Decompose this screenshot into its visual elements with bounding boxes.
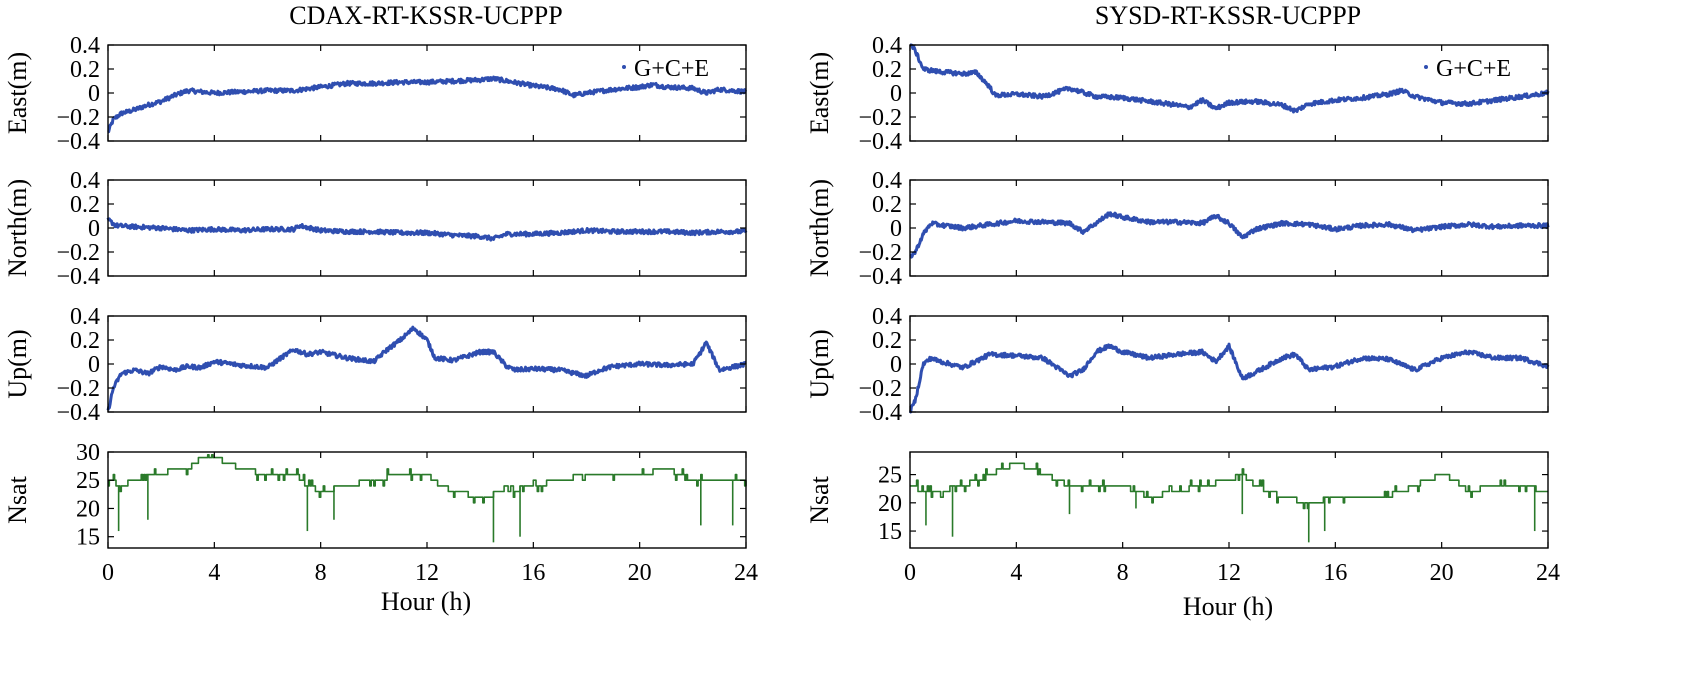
y-tick-label: 25 — [76, 468, 100, 494]
y-tick-label: −0.2 — [858, 105, 902, 131]
legend-label: G+C+E — [1436, 56, 1511, 82]
right-x-axis-label: Hour (h) — [1183, 592, 1273, 621]
series-line — [106, 325, 747, 411]
series-line — [910, 462, 1548, 510]
y-tick-label: 0.4 — [872, 304, 902, 330]
series-line — [909, 43, 1550, 114]
x-tick-label: 16 — [521, 560, 545, 586]
panel-sysd-north: 0.40.20−0.2−0.4 North(m) — [805, 168, 1550, 290]
x-tick-label: 24 — [1536, 560, 1560, 586]
y-tick-label: 25 — [878, 463, 902, 489]
y-tick-label: 0.2 — [872, 192, 902, 218]
y-axis-label: Up(m) — [3, 329, 32, 398]
series-line — [909, 211, 1550, 259]
y-tick-label: −0.4 — [56, 264, 100, 290]
y-tick-label: −0.2 — [858, 376, 902, 402]
y-axis-label: Nsat — [3, 475, 32, 523]
x-tick-label: 20 — [628, 560, 652, 586]
y-tick-label: 15 — [878, 519, 902, 545]
y-axis-label: Up(m) — [805, 329, 834, 398]
y-tick-label: −0.2 — [56, 240, 100, 266]
panel-cdax-north: 0.40.20−0.2−0.4 North(m) — [3, 168, 748, 290]
y-tick-label: −0.4 — [858, 400, 902, 426]
x-tick-label: 8 — [315, 560, 327, 586]
series-line — [108, 454, 747, 504]
y-tick-label: −0.4 — [56, 129, 100, 155]
panel-sysd-up: 0.40.20−0.2−0.4 Up(m) — [805, 304, 1550, 426]
series-line — [908, 342, 1550, 414]
y-tick-label: 0 — [88, 81, 100, 107]
axes-frame — [909, 451, 1549, 549]
y-tick-label: −0.4 — [56, 400, 100, 426]
y-tick-label: −0.4 — [858, 129, 902, 155]
x-tick-label: 0 — [904, 560, 916, 586]
axes-frame — [909, 179, 1549, 277]
x-tick-label: 12 — [1217, 560, 1241, 586]
x-tick-label: 16 — [1323, 560, 1347, 586]
y-tick-label: 15 — [76, 525, 100, 551]
y-tick-label: 0.4 — [70, 168, 100, 194]
y-tick-label: −0.2 — [56, 105, 100, 131]
left-x-axis-label: Hour (h) — [381, 587, 471, 616]
x-tick-label: 0 — [102, 560, 114, 586]
x-tick-label: 4 — [1010, 560, 1022, 586]
y-tick-label: 0.4 — [70, 33, 100, 59]
axes-frame — [107, 451, 747, 549]
y-tick-label: 0.2 — [872, 57, 902, 83]
legend-marker — [1424, 65, 1428, 69]
x-tick-label: 20 — [1430, 560, 1454, 586]
y-tick-label: 30 — [76, 440, 100, 466]
x-tick-label: 8 — [1117, 560, 1129, 586]
x-tick-label: 24 — [734, 560, 758, 586]
left-column-title: CDAX-RT-KSSR-UCPPP — [289, 1, 562, 30]
y-tick-label: 20 — [878, 491, 902, 517]
y-axis-label: North(m) — [3, 179, 32, 277]
y-tick-label: 0.4 — [872, 168, 902, 194]
series-line — [106, 217, 748, 242]
x-tick-label: 12 — [415, 560, 439, 586]
y-tick-label: 0.2 — [70, 328, 100, 354]
panel-sysd-east: 0.40.20−0.2−0.4 East(m) G+C+E — [805, 33, 1550, 155]
y-tick-label: 20 — [76, 496, 100, 522]
axes-frame — [909, 315, 1549, 413]
y-tick-label: 0.4 — [70, 304, 100, 330]
y-tick-label: −0.2 — [56, 376, 100, 402]
right-column-title: SYSD-RT-KSSR-UCPPP — [1095, 1, 1361, 30]
y-tick-label: 0 — [890, 352, 902, 378]
y-tick-label: −0.4 — [858, 264, 902, 290]
series-line — [107, 75, 748, 134]
y-axis-label: East(m) — [805, 52, 834, 134]
panel-cdax-east: 0.40.20−0.2−0.4 East(m) G+C+E — [3, 33, 748, 155]
y-tick-label: 0 — [88, 216, 100, 242]
panel-cdax-up: 0.40.20−0.2−0.4 Up(m) — [3, 304, 747, 426]
y-tick-label: 0.2 — [872, 328, 902, 354]
y-tick-label: 0 — [88, 352, 100, 378]
y-axis-label: North(m) — [805, 179, 834, 277]
y-axis-label: Nsat — [805, 475, 834, 523]
legend-label: G+C+E — [634, 56, 709, 82]
y-tick-label: 0.2 — [70, 192, 100, 218]
y-tick-label: 0 — [890, 216, 902, 242]
y-tick-label: 0.2 — [70, 57, 100, 83]
y-axis-label: East(m) — [3, 52, 32, 134]
x-tick-label: 4 — [208, 560, 220, 586]
y-tick-label: −0.2 — [858, 240, 902, 266]
y-tick-label: 0.4 — [872, 33, 902, 59]
y-tick-label: 0 — [890, 81, 902, 107]
legend-marker — [622, 65, 626, 69]
